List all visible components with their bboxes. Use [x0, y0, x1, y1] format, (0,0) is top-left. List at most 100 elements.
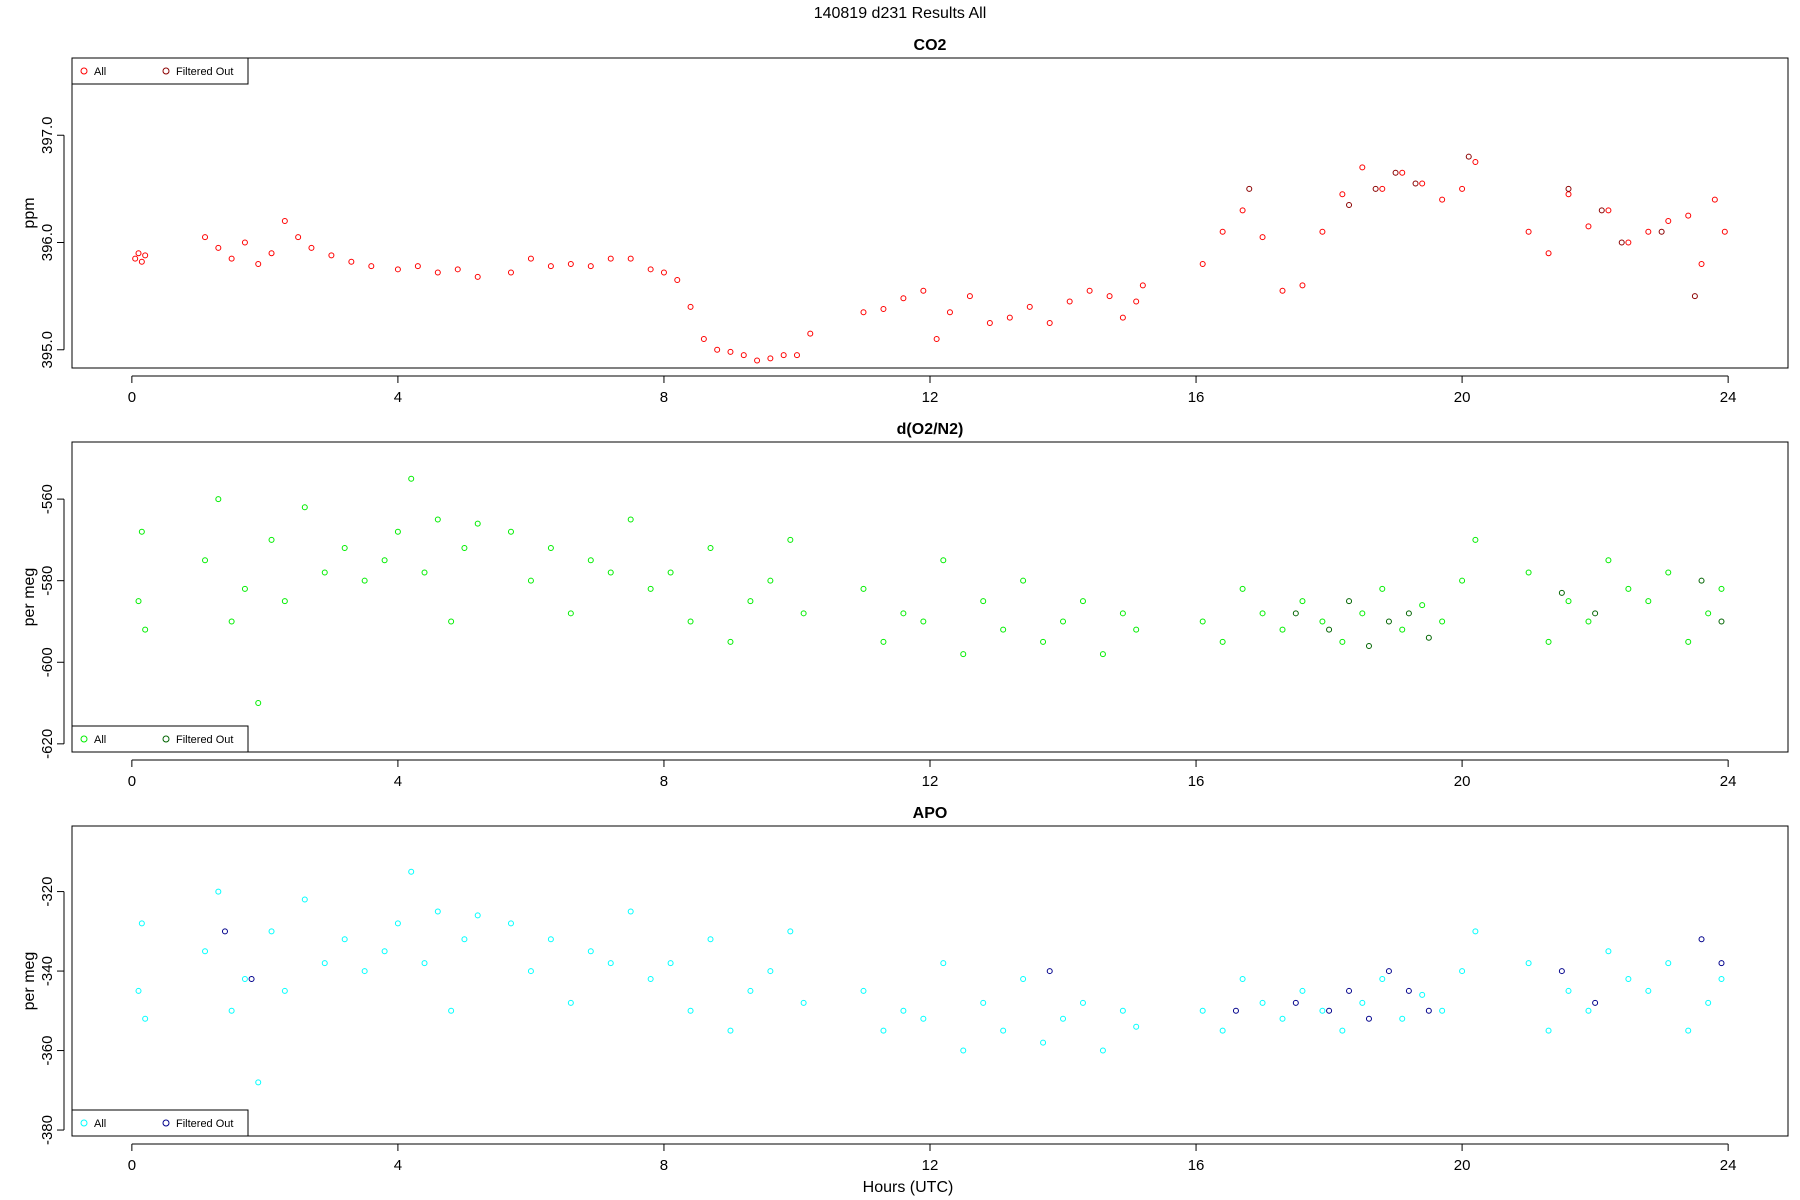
- data-point: [1060, 1015, 1067, 1022]
- data-point: [414, 263, 421, 270]
- data-point: [900, 295, 907, 302]
- plot-frame: [71, 825, 1789, 1137]
- data-point: [687, 618, 694, 625]
- data-point: [461, 936, 468, 943]
- data-point: [1718, 960, 1725, 967]
- data-point: [567, 999, 574, 1006]
- data-point: [1133, 1023, 1140, 1030]
- data-point: [1292, 999, 1299, 1006]
- x-tick-label: 0: [128, 1157, 136, 1174]
- legend-label-filtered-out: Filtered Out: [176, 66, 233, 78]
- data-point: [142, 252, 149, 259]
- data-point: [228, 1007, 235, 1014]
- data-point: [1419, 991, 1426, 998]
- y-tick-label: -360: [39, 1036, 56, 1066]
- x-axis: 0 4 8 12 16 20 24: [128, 1143, 1737, 1174]
- data-point: [1472, 159, 1479, 166]
- data-point: [1219, 228, 1226, 235]
- data-point: [1139, 282, 1146, 289]
- x-tick-label: 24: [1720, 1157, 1737, 1174]
- data-point: [434, 516, 441, 523]
- y-tick-label: -580: [39, 566, 56, 596]
- data-point: [1346, 598, 1353, 605]
- data-point: [1319, 618, 1326, 625]
- data-point: [700, 336, 707, 343]
- y-tick-label: -340: [39, 956, 56, 986]
- data-point: [1385, 618, 1392, 625]
- data-point: [527, 968, 534, 975]
- data-point: [1339, 191, 1346, 198]
- data-point: [1721, 228, 1728, 235]
- data-point: [1705, 610, 1712, 617]
- data-point: [268, 536, 275, 543]
- data-point: [1106, 293, 1113, 300]
- data-point: [880, 1027, 887, 1034]
- data-point: [740, 352, 747, 359]
- data-point: [394, 266, 401, 273]
- data-point: [215, 496, 222, 503]
- data-point: [800, 999, 807, 1006]
- series-filtered-out: [1246, 153, 1698, 300]
- x-axis: 0 4 8 12 16 20 24: [128, 759, 1737, 790]
- data-point: [754, 357, 761, 364]
- data-point: [1625, 585, 1632, 592]
- data-point: [1665, 218, 1672, 225]
- data-point: [394, 528, 401, 535]
- data-point: [787, 536, 794, 543]
- data-point: [747, 987, 754, 994]
- data-point: [1066, 298, 1073, 305]
- data-point: [980, 999, 987, 1006]
- data-point: [527, 255, 534, 262]
- data-point: [408, 868, 415, 875]
- x-tick-label: 8: [660, 773, 668, 790]
- data-point: [627, 255, 634, 262]
- data-point: [138, 258, 145, 265]
- data-point: [1592, 999, 1599, 1006]
- x-tick-label: 24: [1720, 389, 1737, 406]
- plot-frame: [71, 441, 1789, 753]
- y-tick-label: -320: [39, 877, 56, 907]
- legend: All Filtered Out: [71, 725, 249, 753]
- data-point: [135, 987, 142, 994]
- data-point: [966, 293, 973, 300]
- y-axis: -620 -600 -580 -560: [39, 484, 65, 759]
- data-point: [1592, 610, 1599, 617]
- data-point: [1439, 196, 1446, 203]
- data-point: [1459, 577, 1466, 584]
- data-point: [1399, 626, 1406, 633]
- data-point: [1079, 999, 1086, 1006]
- data-point: [348, 258, 355, 265]
- data-point: [1545, 638, 1552, 645]
- data-point: [241, 585, 248, 592]
- data-point: [281, 218, 288, 225]
- x-tick-label: 24: [1720, 773, 1737, 790]
- x-tick-label: 8: [660, 1157, 668, 1174]
- data-point: [434, 908, 441, 915]
- data-point: [880, 638, 887, 645]
- data-point: [667, 569, 674, 576]
- data-point: [1718, 618, 1725, 625]
- data-point: [248, 976, 255, 983]
- data-point: [1279, 626, 1286, 633]
- data-point: [1299, 598, 1306, 605]
- series-filtered-out: [221, 928, 1725, 1022]
- data-point: [660, 269, 667, 276]
- data-point: [1412, 180, 1419, 187]
- x-tick-label: 4: [394, 773, 402, 790]
- data-point: [1565, 191, 1572, 198]
- data-point: [1259, 234, 1266, 241]
- x-axis-label: Hours (UTC): [863, 1179, 954, 1196]
- data-point: [1046, 319, 1053, 326]
- data-point: [474, 273, 481, 280]
- panel-title: d(O2/N2): [897, 421, 964, 438]
- figure-title: 140819 d231 Results All: [814, 5, 987, 22]
- data-point: [920, 1015, 927, 1022]
- data-point: [547, 545, 554, 552]
- data-point: [607, 960, 614, 967]
- data-point: [1359, 610, 1366, 617]
- data-point: [767, 968, 774, 975]
- data-point: [1086, 287, 1093, 294]
- data-point: [1133, 626, 1140, 633]
- data-point: [1718, 585, 1725, 592]
- data-point: [1705, 999, 1712, 1006]
